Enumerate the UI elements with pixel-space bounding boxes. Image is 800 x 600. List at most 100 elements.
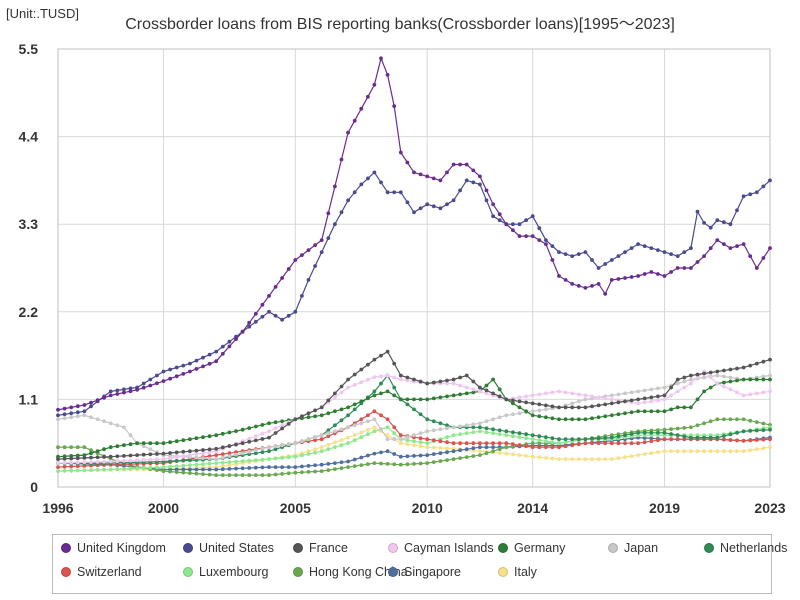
data-point bbox=[220, 351, 225, 356]
legend-item[interactable]: United Kingdom bbox=[61, 541, 166, 555]
data-point bbox=[319, 405, 324, 410]
data-point bbox=[656, 450, 660, 455]
legend-item[interactable]: Italy bbox=[498, 565, 537, 579]
data-point bbox=[260, 450, 265, 455]
data-point bbox=[418, 436, 423, 441]
data-point bbox=[293, 470, 298, 475]
legend-item[interactable]: Hong Kong China bbox=[293, 565, 408, 579]
data-point bbox=[629, 398, 634, 403]
data-point bbox=[544, 445, 548, 450]
data-point bbox=[174, 459, 179, 463]
data-point bbox=[603, 402, 608, 407]
data-point bbox=[715, 369, 720, 374]
data-point bbox=[649, 387, 654, 392]
data-point bbox=[458, 392, 462, 397]
data-point bbox=[366, 428, 370, 432]
data-point bbox=[253, 448, 258, 453]
data-point bbox=[563, 437, 568, 442]
legend-marker-icon bbox=[293, 567, 303, 577]
data-point bbox=[642, 400, 647, 405]
data-point bbox=[128, 386, 133, 391]
data-point bbox=[352, 190, 357, 195]
legend-item[interactable]: Japan bbox=[608, 541, 658, 555]
data-point bbox=[273, 431, 278, 435]
data-point bbox=[95, 398, 100, 403]
data-point bbox=[722, 449, 726, 454]
data-point bbox=[161, 469, 166, 473]
data-point bbox=[748, 363, 753, 368]
data-point bbox=[642, 409, 647, 414]
data-point bbox=[122, 390, 126, 395]
data-point bbox=[267, 421, 271, 426]
legend-item[interactable]: Netherlands bbox=[704, 541, 787, 555]
data-point bbox=[741, 377, 746, 382]
legend-item[interactable]: France bbox=[293, 541, 348, 555]
data-point bbox=[69, 411, 74, 416]
data-point bbox=[517, 405, 522, 410]
legend-item[interactable]: Luxembourg bbox=[183, 565, 269, 579]
data-point bbox=[286, 442, 291, 447]
data-point bbox=[326, 411, 331, 416]
data-point bbox=[240, 466, 245, 471]
legend-item[interactable]: United States bbox=[183, 541, 274, 555]
data-point bbox=[550, 440, 555, 445]
data-point bbox=[609, 413, 614, 418]
legend-item[interactable]: Switzerland bbox=[61, 565, 142, 579]
data-point bbox=[188, 449, 192, 454]
data-point bbox=[425, 437, 430, 442]
data-point bbox=[115, 423, 120, 428]
data-point bbox=[451, 377, 456, 382]
data-point bbox=[649, 246, 654, 251]
data-point bbox=[636, 242, 640, 247]
data-point bbox=[669, 385, 673, 390]
data-point bbox=[385, 462, 390, 466]
legend-marker-icon bbox=[183, 543, 193, 553]
data-point bbox=[319, 445, 324, 450]
data-point bbox=[445, 426, 449, 431]
data-point bbox=[260, 314, 265, 319]
data-point bbox=[537, 238, 542, 243]
series-united-kingdom bbox=[56, 56, 772, 412]
data-point bbox=[629, 410, 634, 415]
data-point bbox=[497, 447, 502, 452]
data-point bbox=[168, 459, 173, 464]
data-point bbox=[405, 442, 410, 447]
data-point bbox=[82, 403, 87, 407]
data-point bbox=[511, 452, 515, 457]
data-point bbox=[768, 437, 772, 442]
data-point bbox=[161, 369, 166, 374]
data-point bbox=[511, 434, 515, 439]
data-point bbox=[695, 423, 700, 428]
data-point bbox=[491, 202, 495, 207]
legend-marker-icon bbox=[183, 567, 193, 577]
data-point bbox=[69, 468, 74, 473]
data-point bbox=[418, 397, 423, 402]
data-point bbox=[372, 429, 377, 434]
data-point bbox=[576, 252, 581, 256]
data-point bbox=[445, 458, 449, 462]
legend-label: Switzerland bbox=[77, 565, 142, 579]
legend-item[interactable]: Cayman Islands bbox=[388, 541, 494, 555]
data-point bbox=[563, 440, 568, 445]
data-point bbox=[115, 454, 120, 459]
data-point bbox=[530, 393, 535, 398]
data-point bbox=[115, 388, 120, 393]
data-point bbox=[181, 463, 186, 468]
data-point bbox=[148, 383, 153, 388]
data-point bbox=[761, 437, 766, 442]
data-point bbox=[313, 469, 317, 474]
legend-item[interactable]: Singapore bbox=[388, 565, 461, 579]
data-point bbox=[596, 441, 601, 446]
data-point bbox=[478, 429, 482, 434]
data-point bbox=[570, 457, 575, 461]
data-point bbox=[75, 464, 80, 469]
data-point bbox=[517, 234, 522, 239]
legend-label: Singapore bbox=[404, 565, 461, 579]
legend-item[interactable]: Germany bbox=[498, 541, 565, 555]
legend-label: Germany bbox=[514, 541, 566, 555]
data-point bbox=[352, 372, 357, 377]
data-point bbox=[682, 385, 687, 390]
data-point bbox=[748, 418, 753, 423]
data-point bbox=[537, 414, 542, 419]
data-point bbox=[306, 449, 311, 454]
